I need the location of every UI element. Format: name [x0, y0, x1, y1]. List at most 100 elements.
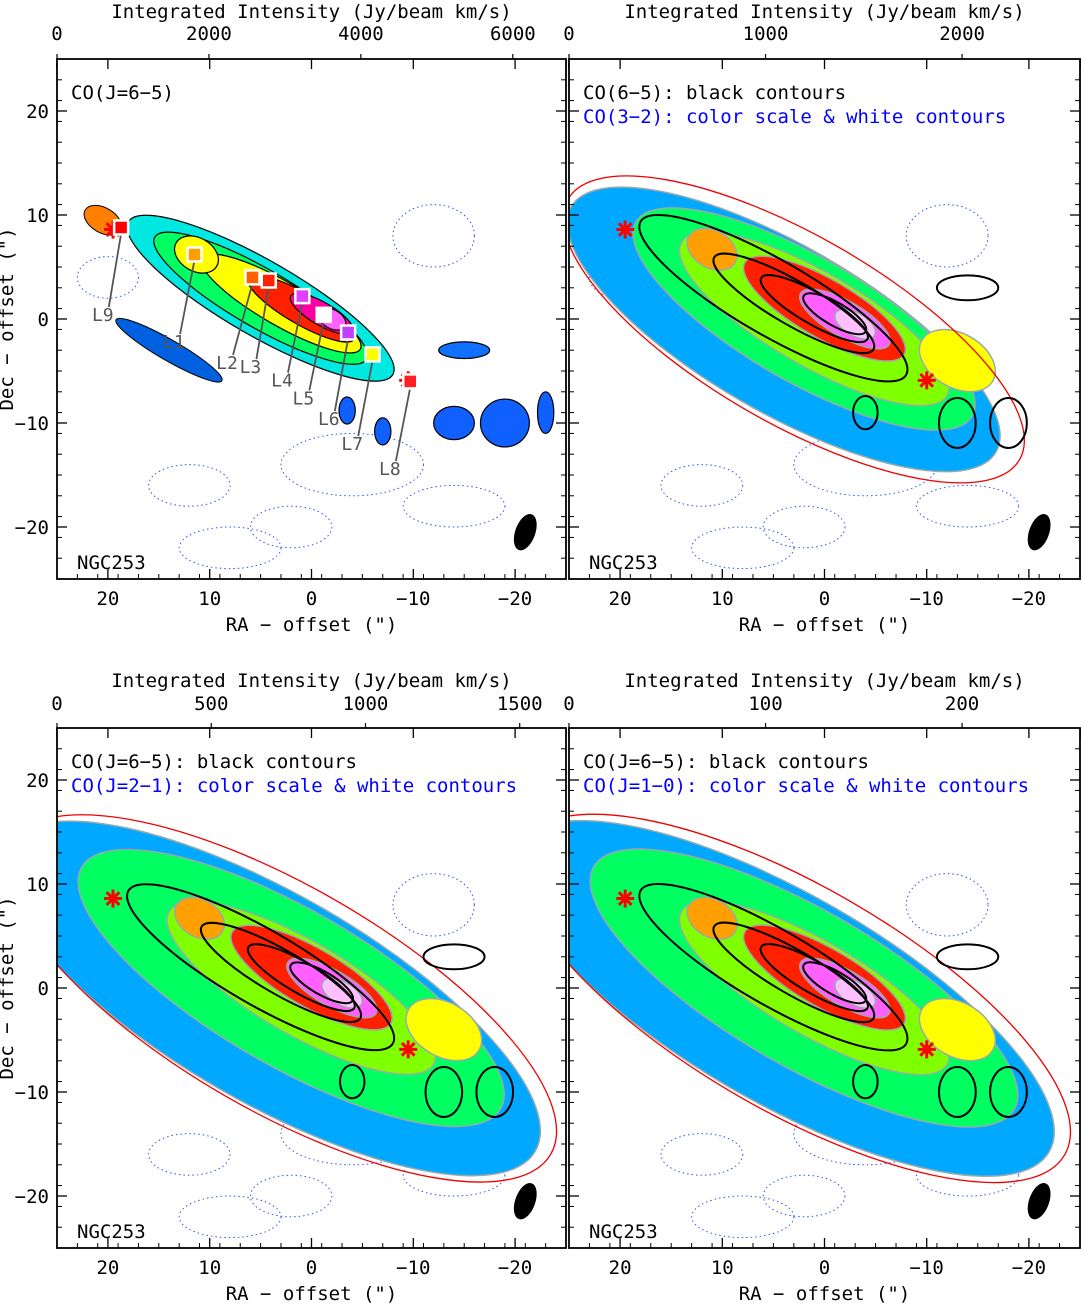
y-tick-label: 0	[38, 978, 49, 1000]
x-tick-label: 20	[609, 588, 632, 610]
peak-marker-L5: L5	[293, 306, 332, 409]
noise-contour	[402, 484, 506, 528]
colorbar-tick-label: 200	[945, 693, 979, 715]
x-tick-label: 0	[819, 1257, 830, 1279]
annotation: CO(6−5): black contours	[583, 82, 846, 104]
noise-contour	[905, 873, 989, 937]
noise-contour	[178, 526, 282, 570]
chart-panel-bottom-right: Integrated Intensity (Jy/beam km/s)0 100 2…	[563, 670, 1081, 1305]
streamer	[115, 317, 223, 383]
star-stroke	[400, 1041, 416, 1057]
x-tick-label: −10	[396, 1257, 430, 1279]
peak-box	[339, 324, 357, 341]
peak-box	[244, 269, 261, 286]
y-axis-label: Dec − offset (")	[0, 227, 18, 410]
chart-panel-top-left: Integrated Intensity (Jy/beam km/s)0 2000…	[0, 1, 567, 636]
black-contour	[422, 943, 486, 971]
black-contour	[937, 397, 977, 449]
peak-label: L6	[318, 409, 340, 430]
noise-contour	[762, 505, 846, 549]
y-axis-label: Dec − offset (")	[0, 896, 18, 1079]
annotation: CO(3−2): color scale & white contours	[583, 106, 1006, 128]
emission-blob	[374, 417, 392, 446]
y-tick-label: 10	[26, 874, 49, 896]
star-stroke	[919, 372, 935, 388]
y-tick-label: 20	[26, 770, 49, 792]
black-contour	[937, 1066, 977, 1118]
noise-contour	[249, 1174, 333, 1218]
y-tick-label: 20	[26, 101, 49, 123]
black-contour	[424, 1066, 464, 1118]
colorbar-tick-label: 0	[51, 23, 62, 45]
x-tick-label: 0	[819, 588, 830, 610]
x-tick-label: −20	[1012, 1257, 1046, 1279]
star-stroke	[919, 1041, 935, 1057]
colorbar-tick-label: 0	[563, 23, 574, 45]
star-stroke	[617, 891, 633, 906]
beam-ellipse	[513, 1183, 537, 1220]
source-label: NGC253	[77, 552, 146, 574]
black-contour	[989, 397, 1028, 449]
colorbar-tick-label: 2000	[939, 23, 985, 45]
black-contour	[126, 883, 396, 1052]
peak-arrow	[255, 286, 270, 360]
black-contour	[852, 394, 879, 431]
peak-box	[401, 373, 419, 390]
emission-blob	[338, 396, 356, 425]
outer-contour	[569, 175, 1025, 484]
peak-label: L3	[240, 357, 262, 378]
peak-marker-L1: L1	[163, 246, 203, 353]
black-contour	[935, 274, 1000, 302]
annotation: CO(J=6−5)	[71, 82, 174, 104]
peak-marker-L9: L9	[92, 219, 130, 326]
black-contour	[289, 961, 355, 1005]
colorbar-tick-label: 100	[748, 693, 782, 715]
star-marker	[103, 889, 122, 908]
colorbar-tick-label: 0	[563, 693, 574, 715]
x-tick-label: 10	[711, 1257, 734, 1279]
colorbar-tick-label: 4000	[338, 23, 384, 45]
x-axis-label: RA − offset (")	[739, 1283, 911, 1305]
black-contour	[989, 1066, 1028, 1118]
peak-arrow	[179, 260, 196, 335]
noise-contour	[178, 1195, 282, 1239]
peak-label: L4	[271, 371, 293, 392]
peak-box	[364, 346, 381, 363]
noise-contour	[392, 873, 475, 937]
peak-arrow	[333, 338, 350, 412]
map-area	[57, 728, 566, 1248]
x-tick-label: 10	[711, 588, 734, 610]
black-contour	[638, 882, 909, 1052]
colorbar-label: Integrated Intensity (Jy/beam km/s)	[624, 670, 1024, 692]
black-contour	[712, 921, 876, 1024]
peak-arrow	[357, 360, 374, 437]
peak-label: L1	[163, 332, 185, 353]
source-label: NGC253	[589, 552, 658, 574]
x-tick-label: 20	[96, 1257, 119, 1279]
peak-arrow	[287, 301, 304, 373]
map-area	[569, 59, 1080, 579]
black-contour	[802, 292, 868, 336]
peak-label: L2	[216, 353, 238, 374]
y-tick-label: 0	[38, 309, 49, 331]
black-contour	[339, 1063, 366, 1100]
noise-contour	[76, 256, 139, 299]
colorbar: Integrated Intensity (Jy/beam km/s) 0 2000…	[51, 1, 567, 69]
emission-level	[174, 896, 226, 940]
annotation: CO(J=1−0): color scale & white contours	[583, 775, 1029, 797]
peak-label: L7	[341, 434, 363, 455]
peak-box	[260, 272, 277, 289]
emission-blob	[479, 398, 530, 448]
x-tick-label: 20	[609, 1257, 632, 1279]
x-tick-label: 0	[306, 588, 317, 610]
source-label: NGC253	[77, 1221, 146, 1243]
emission-level	[686, 227, 738, 272]
peak-label: L8	[379, 459, 401, 480]
noise-contour	[249, 505, 333, 549]
colorbar: Integrated Intensity (Jy/beam km/s) 0 1000…	[563, 1, 1081, 69]
emission-level	[918, 997, 997, 1062]
star-marker	[616, 889, 635, 908]
map-area	[569, 728, 1080, 1248]
noise-contour	[905, 204, 989, 268]
